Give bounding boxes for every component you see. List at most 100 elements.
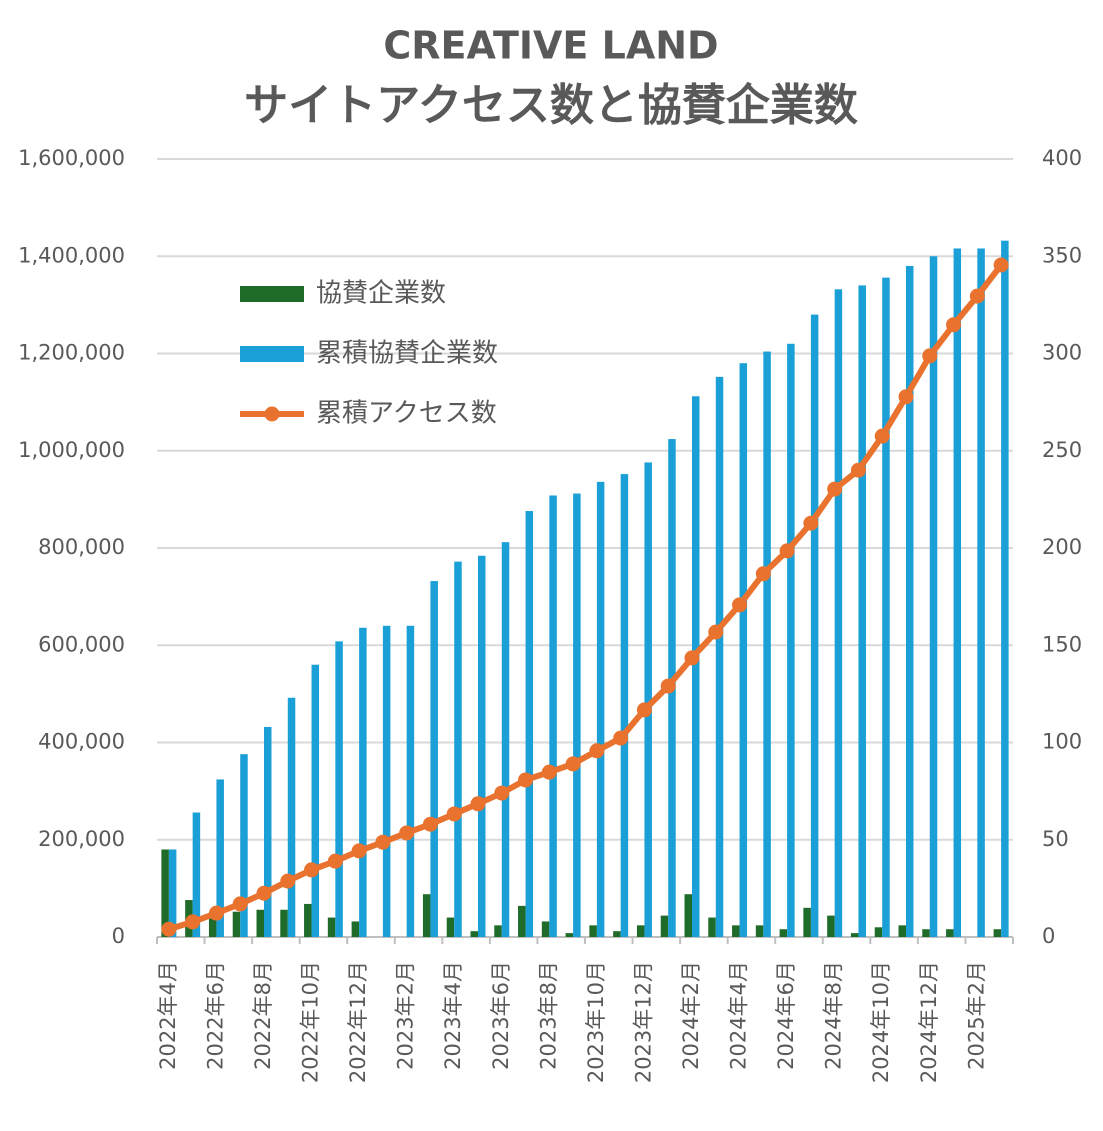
bar bbox=[335, 641, 343, 937]
line-marker bbox=[660, 678, 676, 694]
line-marker bbox=[470, 796, 486, 812]
bar bbox=[929, 256, 938, 937]
x-tick-label: 2023年6月 bbox=[489, 961, 513, 1070]
line-marker bbox=[969, 288, 985, 304]
bar bbox=[232, 911, 241, 937]
line-marker bbox=[946, 317, 962, 333]
bar bbox=[708, 917, 716, 937]
legend-swatch bbox=[240, 286, 304, 302]
bar bbox=[906, 265, 914, 938]
bar bbox=[858, 285, 866, 937]
bar bbox=[406, 625, 415, 937]
bar bbox=[573, 493, 581, 937]
line-marker bbox=[732, 597, 748, 613]
x-tick-label: 2022年6月 bbox=[203, 961, 227, 1070]
bar bbox=[644, 462, 652, 937]
bar bbox=[168, 849, 177, 937]
x-tick-label: 2023年10月 bbox=[584, 961, 608, 1083]
legend-label: 協賛企業数 bbox=[316, 279, 446, 309]
bar bbox=[216, 779, 224, 937]
bar bbox=[787, 343, 795, 937]
x-tick-label: 2023年4月 bbox=[441, 961, 465, 1070]
bar bbox=[256, 909, 264, 937]
x-tick-label: 2022年4月 bbox=[156, 961, 180, 1070]
bar bbox=[636, 925, 645, 937]
bar bbox=[501, 542, 510, 937]
bar bbox=[470, 931, 478, 937]
bar bbox=[304, 903, 312, 937]
bar bbox=[382, 625, 391, 937]
bar bbox=[898, 925, 906, 937]
line-marker bbox=[351, 843, 367, 859]
line-marker bbox=[684, 650, 700, 666]
line-marker bbox=[922, 348, 938, 364]
y2-tick-label: 0 bbox=[1042, 924, 1055, 948]
bar bbox=[922, 929, 930, 937]
y-tick-label: 0 bbox=[112, 924, 125, 948]
line-marker bbox=[422, 816, 438, 832]
y-tick-label: 400,000 bbox=[38, 730, 125, 754]
line-marker bbox=[636, 702, 652, 718]
bar bbox=[446, 917, 455, 937]
y2-tick-label: 300 bbox=[1042, 341, 1082, 365]
bar bbox=[525, 511, 534, 937]
bar bbox=[613, 931, 621, 937]
bar bbox=[351, 921, 360, 937]
bar bbox=[327, 917, 336, 937]
line-marker bbox=[541, 764, 557, 780]
line-marker bbox=[779, 543, 795, 559]
y2-tick-label: 250 bbox=[1042, 438, 1082, 462]
x-tick-label: 2024年4月 bbox=[727, 961, 751, 1070]
bar bbox=[715, 376, 724, 938]
bar bbox=[620, 474, 629, 937]
line-marker bbox=[850, 462, 866, 478]
bar bbox=[596, 481, 605, 937]
x-tick-label: 2024年8月 bbox=[822, 961, 846, 1070]
y2-tick-label: 400 bbox=[1042, 146, 1082, 170]
x-tick-label: 2023年8月 bbox=[536, 961, 560, 1070]
line-marker bbox=[518, 772, 534, 788]
line-marker bbox=[803, 515, 819, 531]
bar bbox=[953, 248, 962, 938]
legend-label: 累積アクセス数 bbox=[316, 399, 497, 429]
bar bbox=[565, 933, 574, 937]
bar bbox=[684, 894, 692, 937]
chart-title: CREATIVE LAND bbox=[383, 24, 718, 68]
bar bbox=[478, 555, 486, 937]
line-marker bbox=[494, 785, 510, 801]
y-tick-label: 1,200,000 bbox=[18, 341, 125, 365]
legend-swatch bbox=[264, 406, 280, 422]
line-marker bbox=[874, 428, 890, 444]
x-tick-label: 2024年12月 bbox=[917, 961, 941, 1083]
x-tick-label: 2024年10月 bbox=[869, 961, 893, 1083]
bar bbox=[803, 907, 811, 937]
line-marker bbox=[256, 885, 272, 901]
bar bbox=[541, 921, 550, 937]
bar bbox=[779, 929, 788, 937]
y-tick-label: 1,600,000 bbox=[18, 146, 125, 170]
line-marker bbox=[208, 905, 224, 921]
legend-label: 累積協賛企業数 bbox=[316, 339, 498, 369]
line-marker bbox=[708, 624, 724, 640]
bar bbox=[311, 664, 320, 937]
bar bbox=[192, 812, 201, 937]
bar bbox=[430, 581, 438, 937]
line-marker bbox=[589, 743, 605, 759]
line-marker bbox=[993, 257, 1009, 273]
line-marker bbox=[613, 730, 629, 746]
line-marker bbox=[327, 853, 343, 869]
y-tick-label: 200,000 bbox=[38, 827, 125, 851]
x-tick-label: 2023年2月 bbox=[394, 961, 418, 1070]
bar bbox=[755, 925, 764, 937]
bar bbox=[882, 277, 890, 937]
line-marker bbox=[185, 914, 201, 930]
line-marker bbox=[827, 481, 843, 497]
bar bbox=[1001, 240, 1009, 937]
bar bbox=[359, 627, 367, 937]
bar bbox=[874, 927, 883, 937]
line-marker bbox=[755, 566, 771, 582]
x-tick-label: 2022年12月 bbox=[346, 961, 370, 1083]
bar bbox=[208, 911, 217, 937]
bar bbox=[264, 726, 272, 937]
